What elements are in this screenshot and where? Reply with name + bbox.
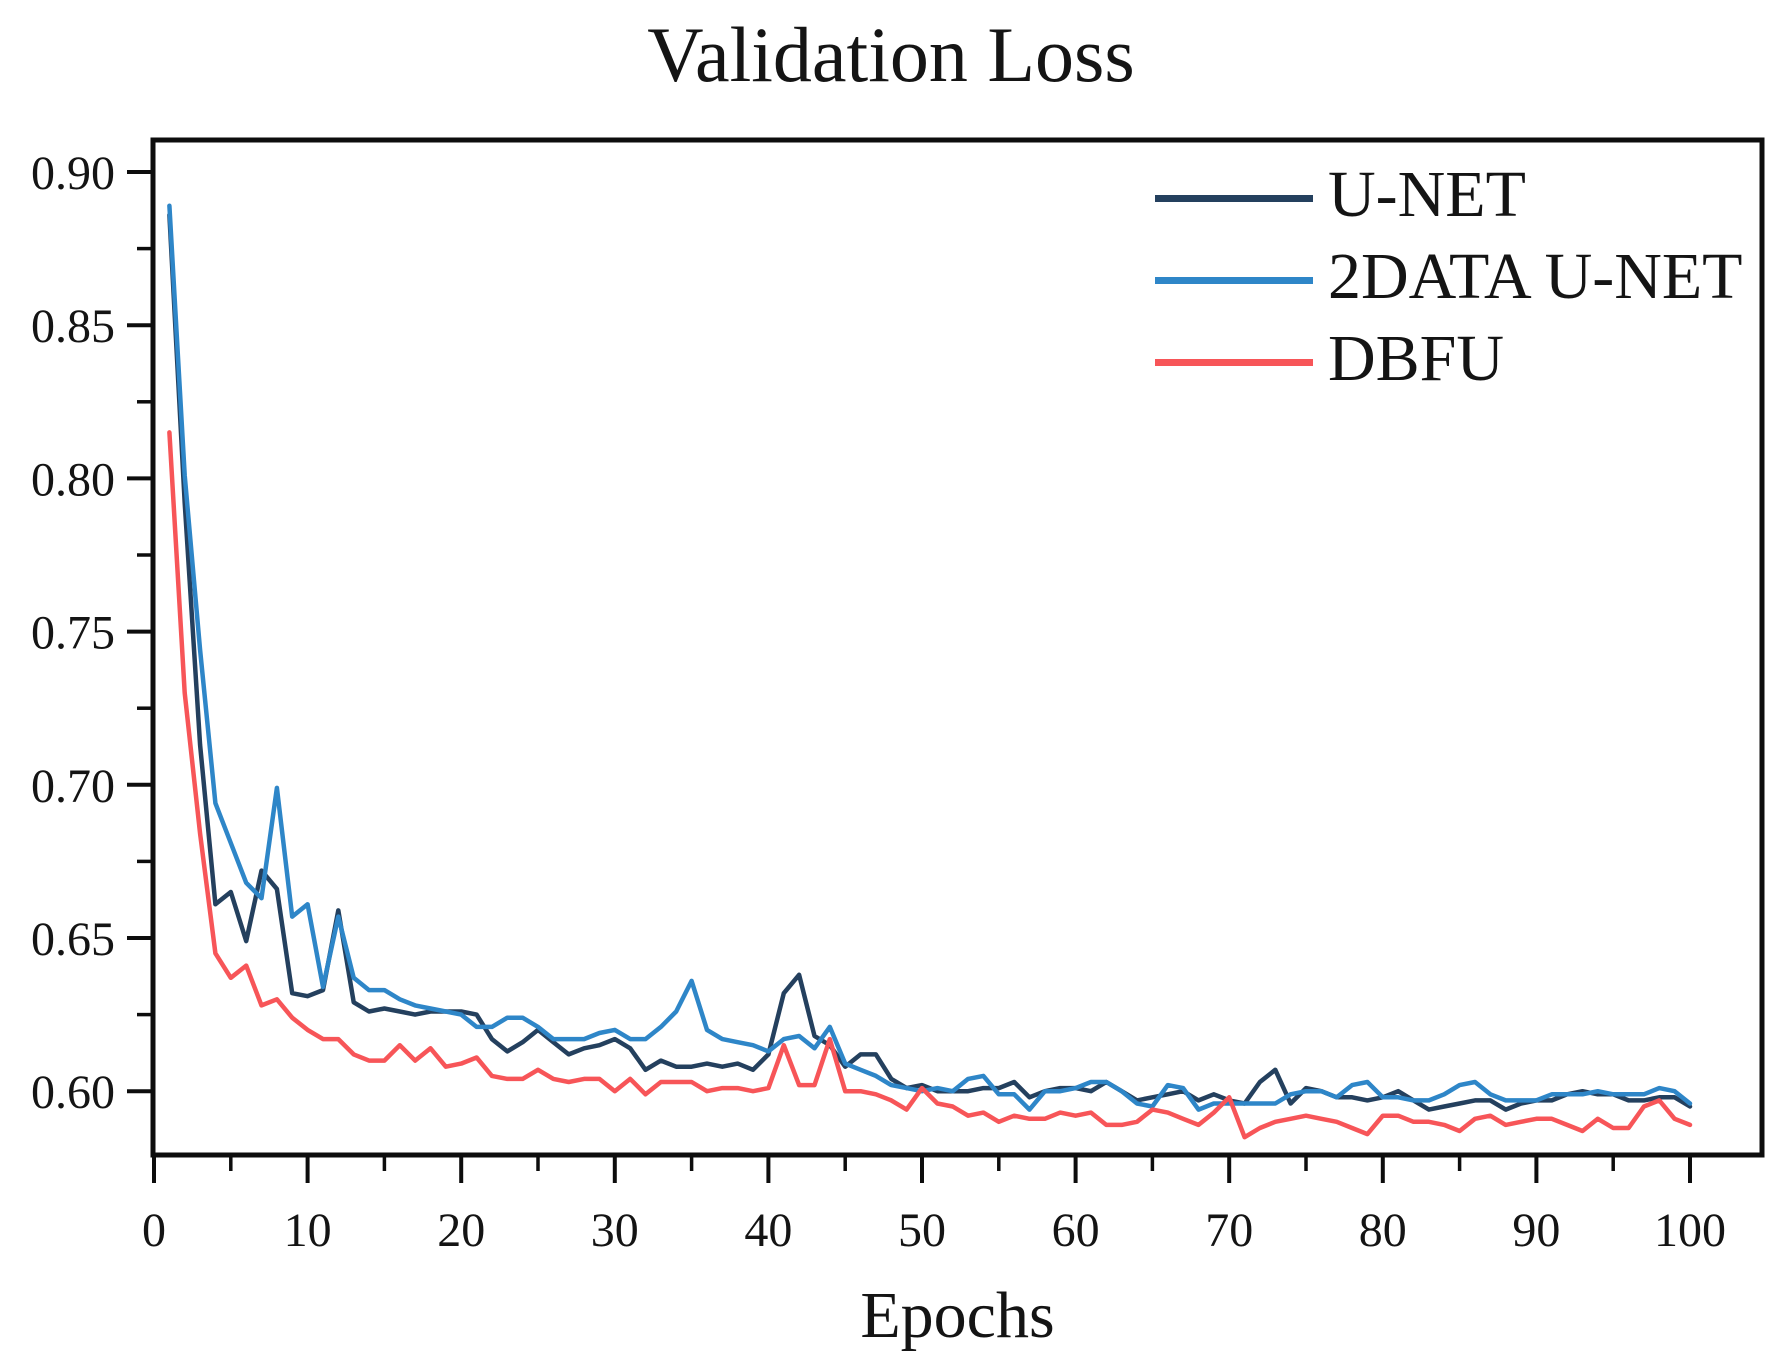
x-tick-label: 50 <box>898 1204 946 1257</box>
x-tick-label: 70 <box>1205 1204 1253 1257</box>
y-tick-label: 0.90 <box>31 147 115 200</box>
y-tick-label: 0.70 <box>31 760 115 813</box>
legend-label-dbfu: DBFU <box>1328 322 1505 395</box>
x-axis-title: Epochs <box>860 1279 1055 1352</box>
series-line-2data-u-net <box>167 203 1693 1112</box>
y-tick-label: 0.60 <box>31 1066 115 1119</box>
x-tick-label: 30 <box>591 1204 639 1257</box>
x-tick-label: 100 <box>1654 1204 1726 1257</box>
u-net-line-swatch <box>1155 194 1313 202</box>
plot-frame <box>150 137 1765 1158</box>
2data-u-net-line-swatch <box>1155 276 1313 284</box>
x-tick-label: 20 <box>437 1204 485 1257</box>
legend-item-2data-u-net: 2DATA U-NET <box>1155 239 1743 321</box>
legend-label-u-net: U-NET <box>1328 158 1526 231</box>
x-tick-label: 10 <box>284 1204 332 1257</box>
x-tick-label: 80 <box>1359 1204 1407 1257</box>
x-tick-label: 60 <box>1052 1204 1100 1257</box>
chart-legend: U-NET 2DATA U-NET DBFU <box>1155 157 1743 403</box>
x-tick-label: 90 <box>1512 1204 1560 1257</box>
y-tick-label: 0.85 <box>31 300 115 353</box>
chart-title: Validation Loss <box>647 11 1135 98</box>
legend-label-2data-u-net: 2DATA U-NET <box>1328 240 1743 313</box>
legend-item-u-net: U-NET <box>1155 157 1743 239</box>
series-line-dbfu <box>167 430 1693 1140</box>
dbfu-line-swatch <box>1155 358 1313 366</box>
x-tick-label: 40 <box>744 1204 792 1257</box>
legend-item-dbfu: DBFU <box>1155 321 1743 403</box>
x-tick-label: 0 <box>142 1204 166 1257</box>
y-tick-label: 0.75 <box>31 607 115 660</box>
y-tick-label: 0.65 <box>31 913 115 966</box>
y-tick-label: 0.80 <box>31 453 115 506</box>
